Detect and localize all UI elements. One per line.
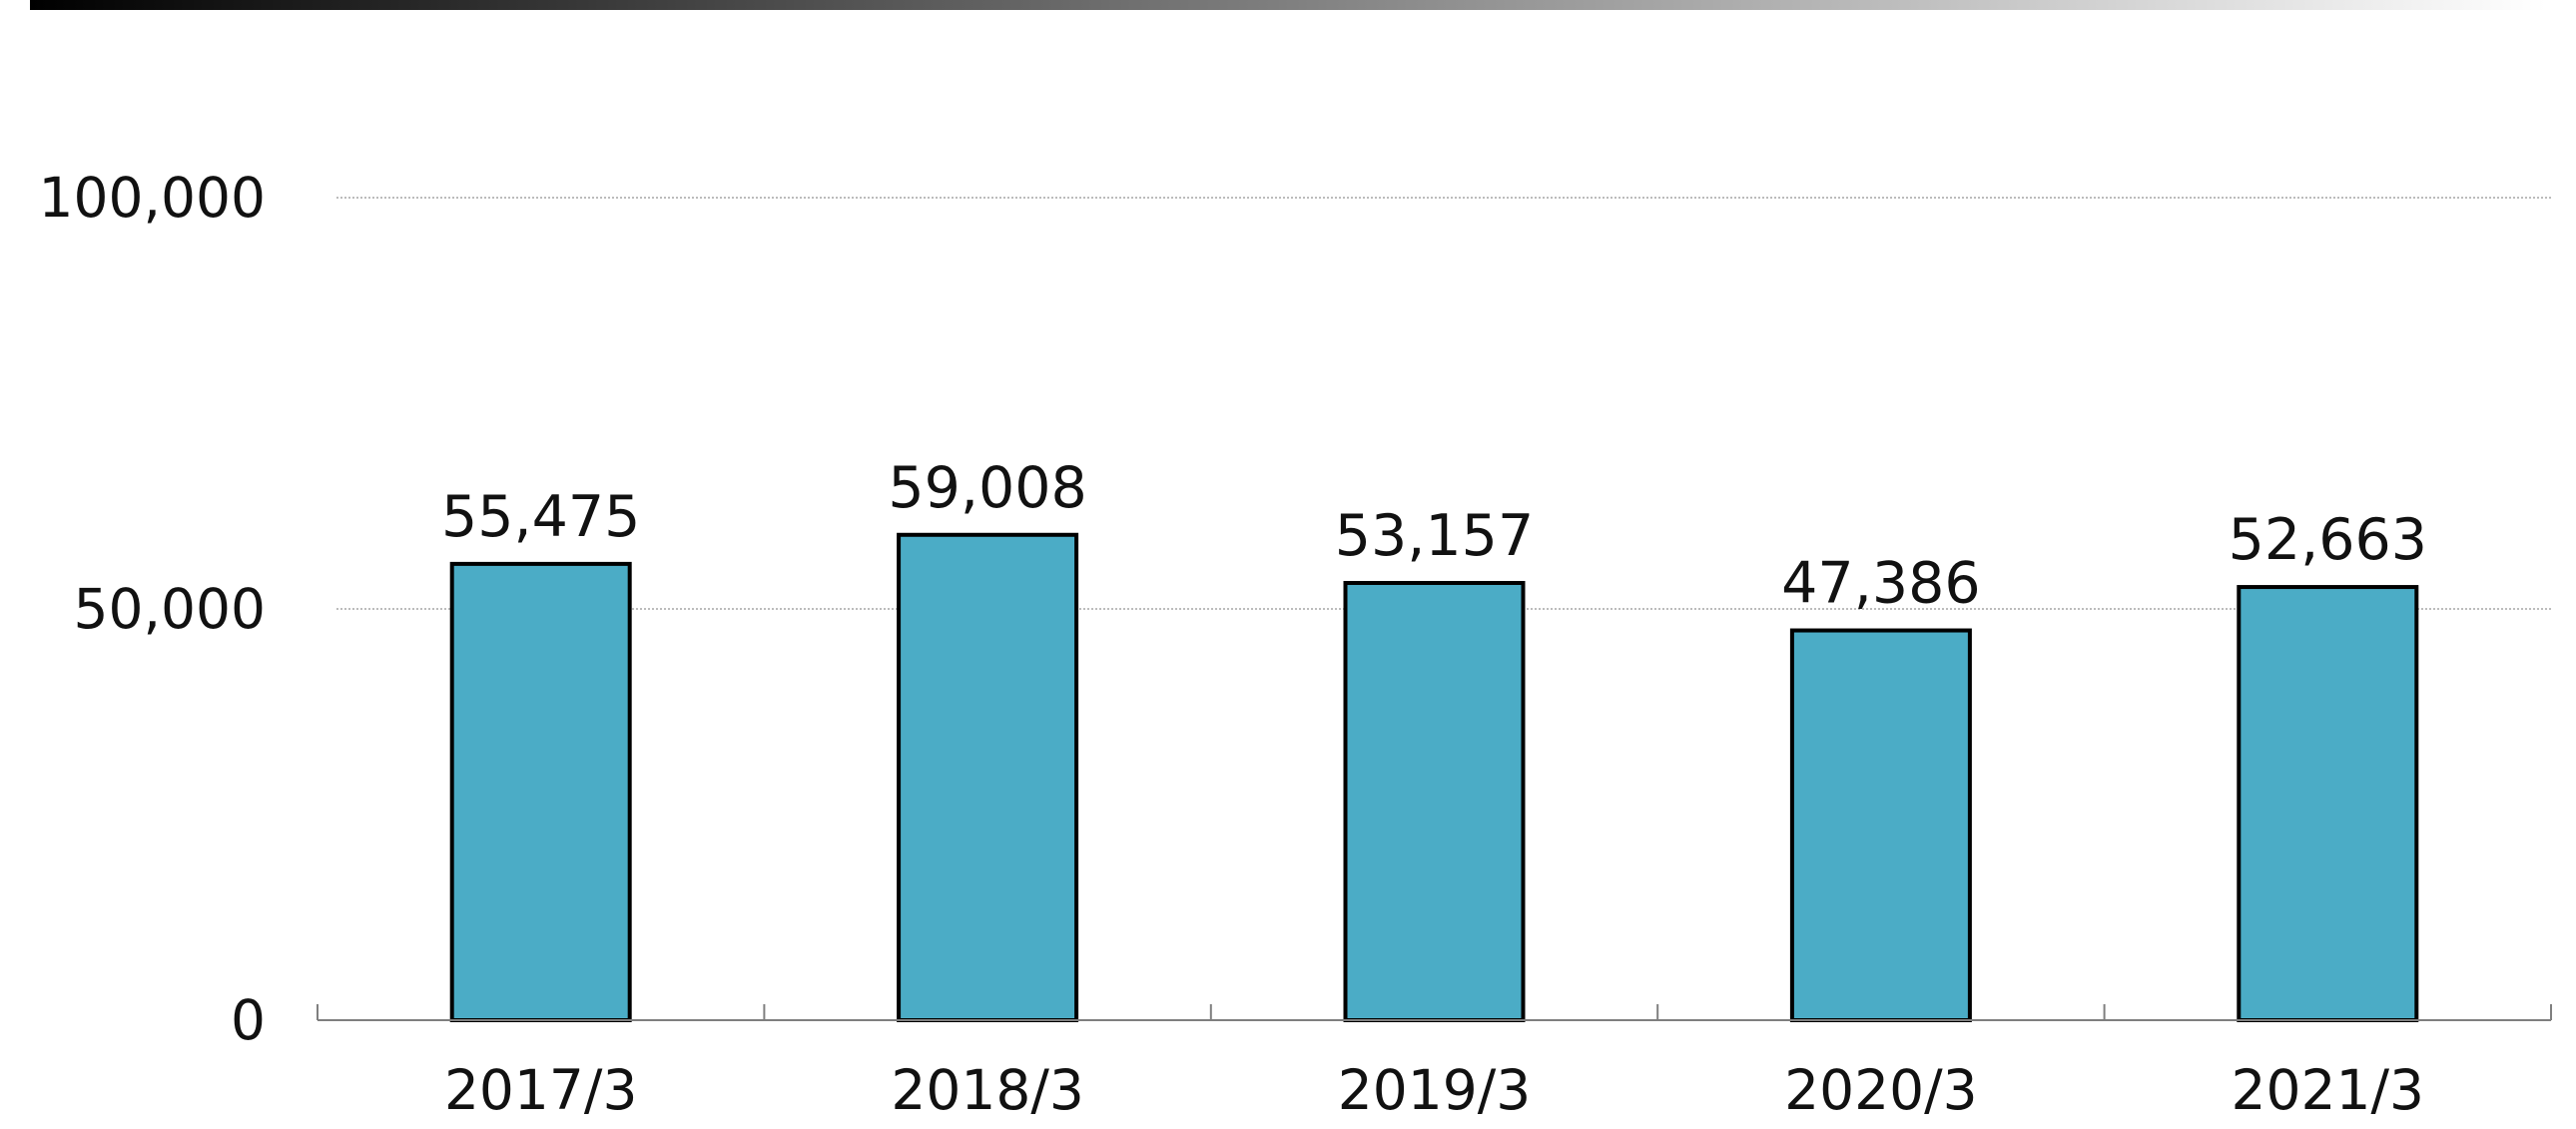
x-tick-label: 2017/3 <box>444 1058 638 1122</box>
data-labels: 55,475 59,008 53,157 47,386 52,663 <box>441 455 2427 617</box>
bar <box>2237 585 2419 1022</box>
x-tick-label: 2021/3 <box>2232 1058 2425 1122</box>
y-tick-label: 50,000 <box>74 577 266 641</box>
x-tick-label: 2018/3 <box>891 1058 1084 1122</box>
bar <box>449 561 632 1022</box>
y-tick-label: 100,000 <box>39 166 266 230</box>
x-tick-label: 2020/3 <box>1784 1058 1978 1122</box>
bar <box>1343 580 1526 1022</box>
y-tick-label: 0 <box>231 988 266 1052</box>
x-axis-ticks: 2017/3 2018/3 2019/3 2020/3 2021/3 <box>444 1058 2424 1122</box>
bars <box>449 532 2419 1023</box>
header-gradient-bar <box>30 0 2546 10</box>
data-label: 53,157 <box>1335 503 1534 569</box>
x-axis <box>317 1004 2552 1021</box>
data-label: 59,008 <box>888 455 1086 521</box>
data-label: 47,386 <box>1781 551 1980 617</box>
data-label: 52,663 <box>2229 507 2427 573</box>
bar <box>897 532 1079 1023</box>
data-label: 55,475 <box>441 484 640 550</box>
x-tick-label: 2019/3 <box>1338 1058 1532 1122</box>
bar <box>1789 628 1972 1022</box>
y-axis-ticks: 0 50,000 100,000 <box>39 166 266 1052</box>
